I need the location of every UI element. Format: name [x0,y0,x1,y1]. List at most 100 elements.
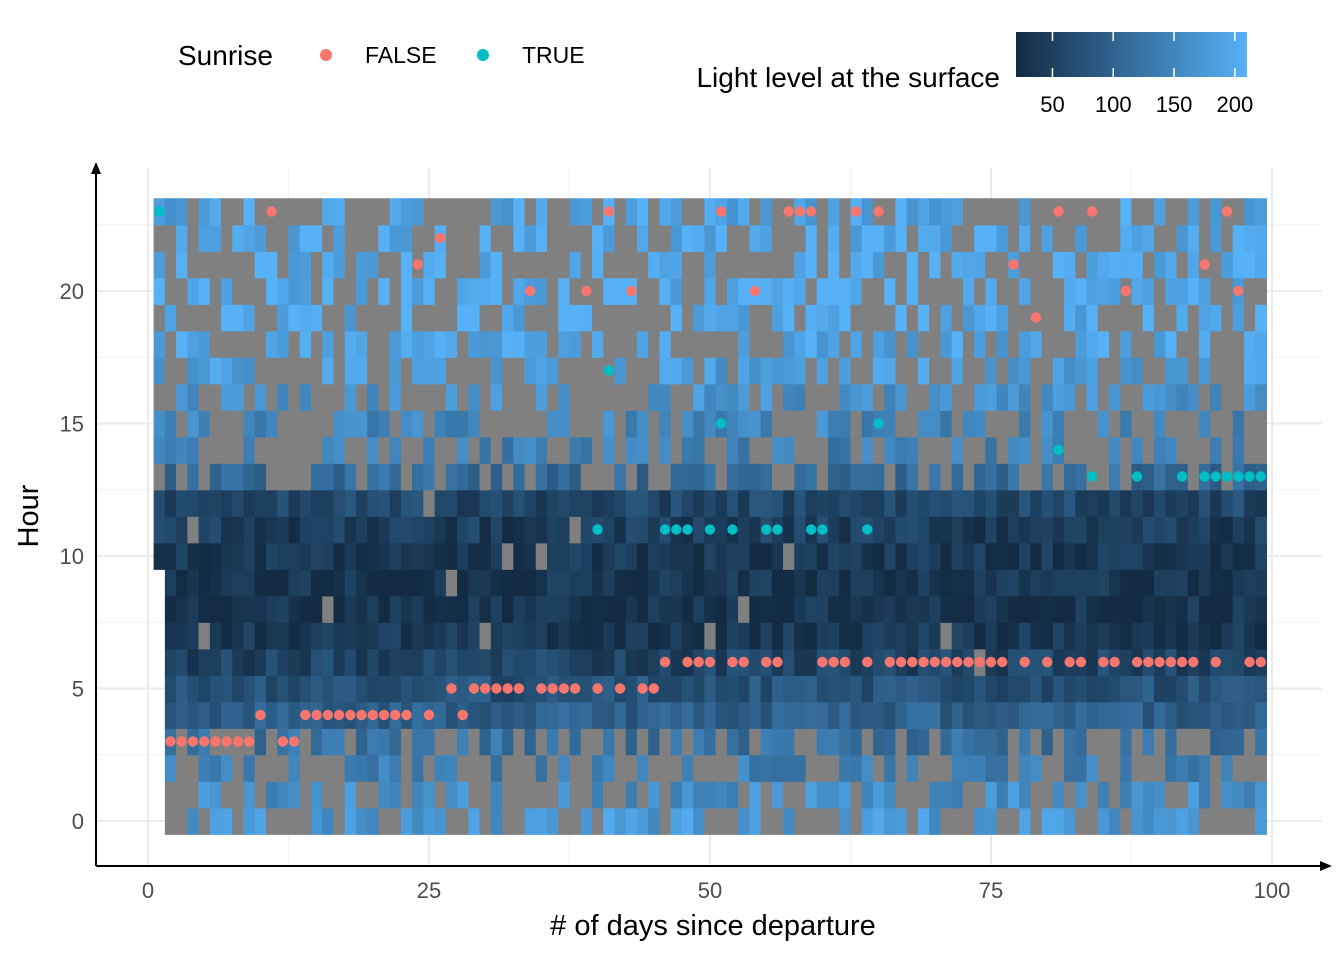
heatmap-tile [872,728,885,756]
heatmap-tile [591,251,604,279]
heatmap-tile [1109,516,1121,544]
heatmap-tile [1176,675,1189,703]
heatmap-tile [1187,436,1200,464]
heatmap-tile [502,198,514,226]
heatmap-tile [243,463,256,491]
heatmap-tile [558,754,571,782]
heatmap-tile [648,807,661,835]
heatmap-tile [412,463,424,491]
sunrise-point-true [603,365,615,376]
heatmap-tile [299,781,312,809]
heatmap-tile [434,622,447,650]
heatmap-tile [1243,304,1256,332]
colorbar-tick-label: 100 [1095,92,1132,117]
heatmap-tile [344,224,357,252]
heatmap-tile [1153,357,1166,385]
heatmap-tile [670,807,683,835]
heatmap-tile [985,304,998,332]
heatmap-tile [1007,781,1020,809]
heatmap-tile [659,198,672,226]
heatmap-tile [1109,357,1121,385]
heatmap-tile [895,781,908,809]
heatmap-tile [1198,330,1211,358]
heatmap-tile [1086,807,1099,835]
heatmap-tile [1120,622,1133,650]
heatmap-tile [828,728,840,756]
heatmap-tile [277,807,290,835]
heatmap-tile [929,277,942,305]
heatmap-tile [1176,357,1189,385]
heatmap-tile [681,357,694,385]
heatmap-tile [704,304,717,332]
heatmap-tile [670,569,683,597]
heatmap-tile [884,277,897,305]
heatmap-tile [513,357,526,385]
heatmap-tile [1041,330,1054,358]
heatmap-tile [1255,569,1267,597]
sunrise-point-false [322,709,334,721]
heatmap-tile [1221,595,1234,623]
heatmap-tile [457,542,469,570]
heatmap-tile [839,489,852,517]
heatmap-tile [681,754,694,782]
heatmap-tile [648,569,661,597]
heatmap-tile [412,781,424,809]
heatmap-tile [434,648,447,676]
heatmap-tile [176,251,188,279]
heatmap-tile [400,516,413,544]
heatmap-tile [153,357,166,385]
heatmap-tile [1131,516,1144,544]
heatmap-tile [1052,516,1065,544]
heatmap-tile [423,489,436,517]
heatmap-tile [895,277,908,305]
heatmap-tile [1007,489,1020,517]
heatmap-tile [940,383,953,411]
heatmap-tile [198,410,211,438]
heatmap-tile [693,754,705,782]
heatmap-tile [681,436,694,464]
heatmap-tile [670,728,683,756]
heatmap-tile [1198,595,1211,623]
heatmap-tile [209,542,222,570]
heatmap-tile [906,224,919,252]
heatmap-tile [895,330,908,358]
heatmap-tile [1131,410,1144,438]
heatmap-tile [1210,251,1223,279]
heatmap-tile [468,463,481,491]
heatmap-tile [378,728,391,756]
sunrise-point-false [210,736,221,747]
heatmap-tile [344,648,357,676]
heatmap-tile [378,383,391,411]
heatmap-tile [693,622,705,650]
heatmap-tile [1097,622,1110,650]
heatmap-tile [614,542,627,570]
heatmap-tile [423,754,436,782]
heatmap-tile [805,622,818,650]
heatmap-tile [1255,436,1267,464]
heatmap-tile [839,595,852,623]
heatmap-tile [569,330,582,358]
heatmap-tile [535,463,548,491]
heatmap-tile [524,304,537,332]
heatmap-tile [445,436,458,464]
heatmap-tile [490,516,503,544]
legend-title: Sunrise [178,40,273,71]
heatmap-tile [591,383,604,411]
heatmap-tile [310,754,323,782]
heatmap-tile [1064,595,1076,623]
heatmap-tile [794,357,807,385]
heatmap-tile [502,410,514,438]
heatmap-tile [704,277,717,305]
heatmap-tile [1041,701,1054,729]
heatmap-tile [783,224,795,252]
heatmap-tile [1221,330,1234,358]
heatmap-tile [861,198,874,226]
heatmap-tile [355,330,368,358]
heatmap-tile [996,357,1009,385]
heatmap-tile [738,304,750,332]
heatmap-tile [1221,648,1234,676]
heatmap-tile [333,728,346,756]
heatmap-tile [1030,436,1043,464]
heatmap-tile [243,701,256,729]
heatmap-tile [625,807,638,835]
